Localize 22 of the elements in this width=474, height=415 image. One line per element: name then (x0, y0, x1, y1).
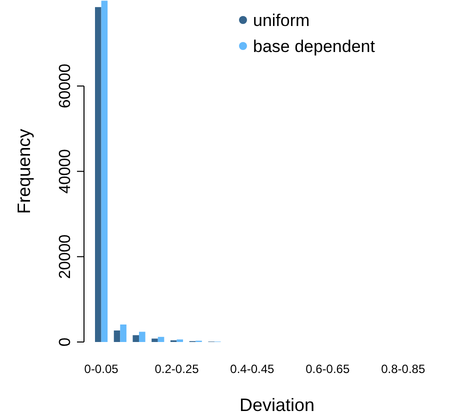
bar (114, 330, 120, 342)
bar (120, 324, 126, 342)
legend-label: uniform (253, 11, 310, 30)
x-tick-label: 0.8-0.85 (381, 362, 426, 376)
bar (176, 339, 184, 342)
x-tick-label: 0.4-0.45 (230, 362, 275, 376)
bar (152, 338, 158, 342)
y-tick-label: 60000 (57, 64, 74, 108)
bar (158, 336, 164, 342)
x-tick-label: 0-0.05 (84, 362, 119, 376)
y-axis-title: Frequency (14, 128, 34, 214)
y-tick-label: 20000 (57, 234, 74, 279)
bar (101, 0, 108, 342)
bar (95, 7, 102, 342)
bar (139, 332, 146, 342)
x-axis-title: Deviation (239, 395, 315, 415)
x-tick-label: 0.2-0.25 (154, 362, 200, 376)
y-tick-label: 40000 (57, 149, 74, 194)
bar (132, 335, 140, 342)
x-tick-label: 0.6-0.65 (306, 362, 350, 376)
legend-label: base dependent (253, 37, 376, 56)
y-tick-label: 0 (57, 337, 74, 346)
